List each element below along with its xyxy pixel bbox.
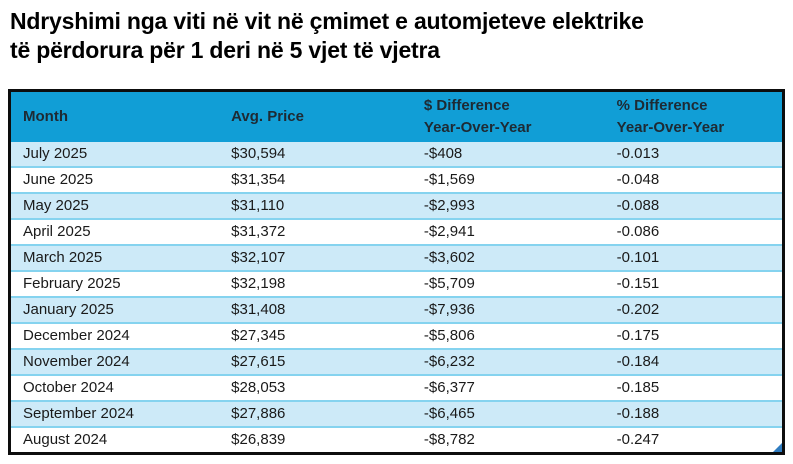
avg-price-cell: $32,107 xyxy=(219,245,412,272)
table-row: November 2024 $27,615 -$6,232 -0.184 xyxy=(11,349,782,376)
pct-diff-cell: -0.101 xyxy=(604,245,782,272)
month-cell: March 2025 xyxy=(11,245,220,272)
usd-diff-cell: -$8,782 xyxy=(411,427,605,452)
pct-diff-cell: -0.184 xyxy=(604,349,782,376)
month-cell: February 2025 xyxy=(11,271,220,298)
table-row: April 2025 $31,372 -$2,941 -0.086 xyxy=(11,219,782,246)
avg-price-cell: $31,354 xyxy=(219,167,412,194)
table-row: January 2025 $31,408 -$7,936 -0.202 xyxy=(11,297,782,324)
avg-price-cell: $26,839 xyxy=(219,427,412,452)
pct-diff-cell: -0.151 xyxy=(604,271,782,298)
usd-diff-cell: -$2,993 xyxy=(411,193,605,220)
pct-diff-cell: -0.013 xyxy=(604,142,782,168)
month-cell: June 2025 xyxy=(11,167,220,194)
fill-handle-icon xyxy=(773,443,782,452)
usd-diff-cell: -$5,709 xyxy=(411,271,605,298)
month-cell: July 2025 xyxy=(11,142,220,168)
column-header-label: Avg. Price xyxy=(231,108,304,125)
column-header-label: % Difference xyxy=(616,97,708,114)
usd-diff-cell: -$6,232 xyxy=(411,349,605,376)
avg-price-cell: $31,408 xyxy=(219,297,412,324)
avg-price-cell: $27,615 xyxy=(219,349,412,376)
page-title-line-1: Ndryshimi nga viti në vit në çmimet e au… xyxy=(10,8,644,34)
pct-diff-cell: -0.188 xyxy=(604,401,782,428)
pct-diff-cell: -0.247 xyxy=(604,427,782,452)
page-title-line-2: të përdorura për 1 deri në 5 vjet të vje… xyxy=(10,37,440,63)
table-row: October 2024 $28,053 -$6,377 -0.185 xyxy=(11,375,782,402)
usd-diff-cell: -$7,936 xyxy=(411,297,605,324)
month-cell: November 2024 xyxy=(11,349,220,376)
usd-diff-cell: -$5,806 xyxy=(411,323,605,350)
avg-price-cell: $30,594 xyxy=(219,142,412,168)
usd-diff-cell: -$6,377 xyxy=(411,375,605,402)
pct-diff-cell: -0.048 xyxy=(604,167,782,194)
usd-diff-cell: -$3,602 xyxy=(411,245,605,272)
avg-price-cell: $27,345 xyxy=(219,323,412,350)
avg-price-cell: $27,886 xyxy=(219,401,412,428)
usd-diff-cell: -$408 xyxy=(411,142,605,168)
column-header-month: Month xyxy=(11,92,220,142)
month-cell: January 2025 xyxy=(11,297,220,324)
price-table-container: Month Avg. Price $ Difference Year-Over-… xyxy=(8,89,785,455)
column-header-pct-difference: % Difference Year-Over-Year xyxy=(604,92,782,142)
usd-diff-cell: -$2,941 xyxy=(411,219,605,246)
month-cell: August 2024 xyxy=(11,427,220,452)
avg-price-cell: $32,198 xyxy=(219,271,412,298)
pct-diff-cell: -0.175 xyxy=(604,323,782,350)
column-header-label: Year-Over-Year xyxy=(423,119,532,136)
month-cell: December 2024 xyxy=(11,323,220,350)
column-header-label: $ Difference xyxy=(423,97,510,114)
table-row: May 2025 $31,110 -$2,993 -0.088 xyxy=(11,193,782,220)
table-row: September 2024 $27,886 -$6,465 -0.188 xyxy=(11,401,782,428)
avg-price-cell: $28,053 xyxy=(219,375,412,402)
usd-diff-cell: -$1,569 xyxy=(411,167,605,194)
avg-price-cell: $31,110 xyxy=(219,193,412,220)
avg-price-cell: $31,372 xyxy=(219,219,412,246)
pct-diff-cell: -0.185 xyxy=(604,375,782,402)
column-header-avg-price: Avg. Price xyxy=(219,92,412,142)
table-row: March 2025 $32,107 -$3,602 -0.101 xyxy=(11,245,782,272)
month-cell: April 2025 xyxy=(11,219,220,246)
table-body: July 2025 $30,594 -$408 -0.013 June 2025… xyxy=(11,142,782,452)
table-row: December 2024 $27,345 -$5,806 -0.175 xyxy=(11,323,782,350)
month-cell: October 2024 xyxy=(11,375,220,402)
page-title: Ndryshimi nga viti në vit në çmimet e au… xyxy=(10,7,783,65)
month-cell: May 2025 xyxy=(11,193,220,220)
table-header-row: Month Avg. Price $ Difference Year-Over-… xyxy=(11,92,782,142)
table-row: June 2025 $31,354 -$1,569 -0.048 xyxy=(11,167,782,194)
pct-diff-cell: -0.086 xyxy=(604,219,782,246)
pct-diff-cell: -0.088 xyxy=(604,193,782,220)
column-header-usd-difference: $ Difference Year-Over-Year xyxy=(411,92,605,142)
usd-diff-cell: -$6,465 xyxy=(411,401,605,428)
month-cell: September 2024 xyxy=(11,401,220,428)
price-table: Month Avg. Price $ Difference Year-Over-… xyxy=(11,92,782,452)
table-row: July 2025 $30,594 -$408 -0.013 xyxy=(11,142,782,168)
table-row: August 2024 $26,839 -$8,782 -0.247 xyxy=(11,427,782,452)
table-row: February 2025 $32,198 -$5,709 -0.151 xyxy=(11,271,782,298)
column-header-label: Month xyxy=(23,108,68,125)
pct-diff-cell: -0.202 xyxy=(604,297,782,324)
column-header-label: Year-Over-Year xyxy=(616,119,725,136)
